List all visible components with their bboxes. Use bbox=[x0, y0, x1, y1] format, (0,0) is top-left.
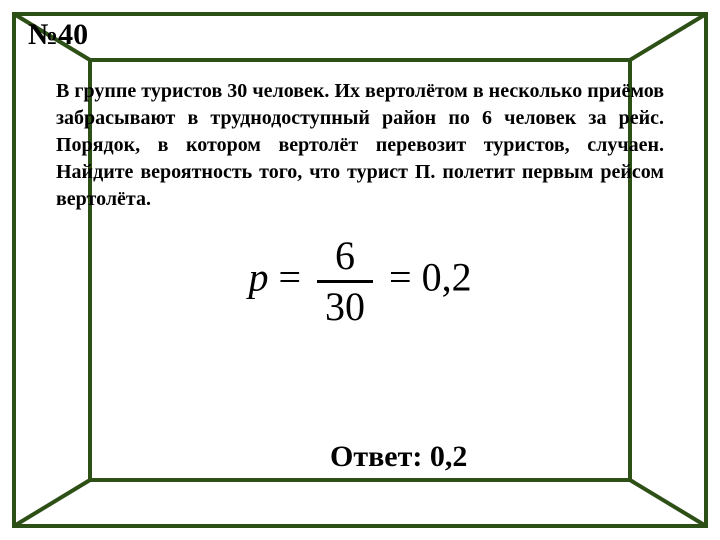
problem-text: В группе туристов 30 человек. Их вертолё… bbox=[56, 78, 664, 213]
numerator: 6 bbox=[317, 236, 373, 283]
content-area: В группе туристов 30 человек. Их вертолё… bbox=[56, 78, 664, 213]
answer-value: 0,2 bbox=[430, 440, 468, 473]
formula-result: 0,2 bbox=[422, 255, 472, 300]
denominator: 30 bbox=[317, 283, 373, 327]
answer: Ответ: 0,2 bbox=[330, 440, 467, 474]
formula-var: p bbox=[248, 255, 268, 300]
fraction: 630 bbox=[317, 236, 373, 327]
problem-number: №40 bbox=[28, 18, 88, 52]
equals-1: = bbox=[268, 255, 311, 300]
answer-label: Ответ: bbox=[330, 440, 422, 473]
formula: p = 630 = 0,2 bbox=[0, 236, 720, 327]
equals-2: = bbox=[379, 255, 422, 300]
